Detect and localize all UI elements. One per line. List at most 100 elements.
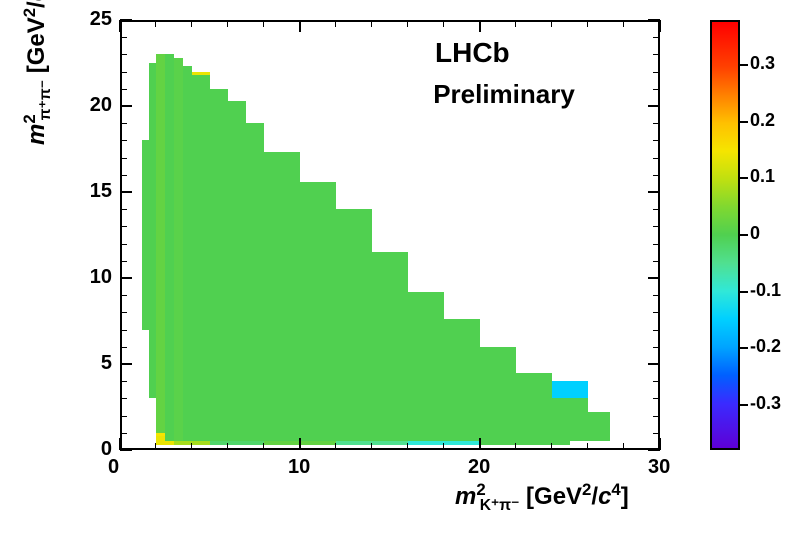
- heatmap-cell: [372, 252, 408, 441]
- colorbar-tick-label: 0: [750, 223, 760, 244]
- x-minor-tick-top: [263, 20, 264, 27]
- heatmap-cell: [588, 412, 610, 441]
- heatmap-cell: [156, 54, 165, 432]
- x-minor-tick: [227, 443, 228, 450]
- y-tick-label: 20: [90, 94, 112, 117]
- y-minor-tick: [120, 123, 127, 124]
- heatmap-cell: [183, 66, 192, 441]
- x-tick-label: 20: [468, 456, 490, 479]
- y-tick-right: [648, 105, 660, 107]
- y-tick-label: 0: [101, 438, 112, 461]
- y-minor-tick-right: [653, 381, 660, 382]
- heatmap-cell: [210, 89, 228, 442]
- x-minor-tick: [551, 443, 552, 450]
- y-minor-tick: [120, 89, 127, 90]
- heatmap-cell: [300, 182, 336, 442]
- x-minor-tick-top: [443, 20, 444, 27]
- heatmap-cell: [192, 75, 210, 441]
- annotation-text: LHCb: [435, 37, 510, 69]
- y-minor-tick-right: [653, 89, 660, 90]
- x-minor-tick: [623, 443, 624, 450]
- y-minor-tick: [120, 347, 127, 348]
- y-minor-tick: [120, 433, 127, 434]
- y-minor-tick-right: [653, 416, 660, 417]
- y-minor-tick: [120, 381, 127, 382]
- y-minor-tick: [120, 244, 127, 245]
- y-minor-tick-right: [653, 123, 660, 124]
- heatmap-cell: [480, 347, 516, 442]
- x-tick: [479, 438, 481, 450]
- colorbar-tick-label: -0.3: [750, 393, 781, 414]
- colorbar-tick-label: 0.1: [750, 166, 775, 187]
- x-minor-tick-top: [335, 20, 336, 27]
- y-minor-tick: [120, 158, 127, 159]
- y-minor-tick-right: [653, 209, 660, 210]
- x-minor-tick-top: [623, 20, 624, 27]
- y-tick: [120, 449, 132, 451]
- y-tick-right: [648, 277, 660, 279]
- y-minor-tick-right: [653, 140, 660, 141]
- heatmap-cell: [246, 123, 264, 441]
- y-minor-tick: [120, 37, 127, 38]
- y-tick-label: 25: [90, 8, 112, 31]
- colorbar-tick-label: 0.3: [750, 53, 775, 74]
- y-tick-right: [648, 19, 660, 21]
- heatmap-cell: [149, 63, 156, 398]
- y-tick: [120, 363, 132, 365]
- heatmap-cell: [264, 152, 300, 441]
- x-minor-tick: [515, 443, 516, 450]
- x-minor-tick: [371, 443, 372, 450]
- y-minor-tick-right: [653, 226, 660, 227]
- colorbar-tick: [740, 347, 748, 349]
- x-minor-tick-top: [371, 20, 372, 27]
- x-minor-tick-top: [587, 20, 588, 27]
- y-minor-tick-right: [653, 175, 660, 176]
- colorbar-tick-label: -0.2: [750, 336, 781, 357]
- colorbar-tick: [740, 177, 748, 179]
- y-minor-tick-right: [653, 261, 660, 262]
- y-minor-tick-right: [653, 295, 660, 296]
- heatmap-cell: [408, 292, 444, 442]
- y-tick-label: 5: [101, 352, 112, 375]
- x-tick-top: [479, 20, 481, 32]
- y-tick-label: 15: [90, 180, 112, 203]
- y-minor-tick: [120, 72, 127, 73]
- colorbar-tick: [740, 234, 748, 236]
- y-tick-right: [648, 191, 660, 193]
- x-minor-tick: [587, 443, 588, 450]
- y-axis-title: m2π⁺π⁻ [GeV2/c4]: [20, 0, 55, 145]
- x-minor-tick-top: [551, 20, 552, 27]
- axis-line: [658, 20, 660, 450]
- colorbar-tick: [740, 291, 748, 293]
- x-tick-top: [659, 20, 661, 32]
- heatmap-cell: [165, 54, 174, 441]
- y-minor-tick: [120, 140, 127, 141]
- heatmap-cell: [444, 319, 480, 441]
- y-minor-tick-right: [653, 347, 660, 348]
- x-minor-tick: [443, 443, 444, 450]
- heatmap-cell: [552, 398, 588, 441]
- y-tick: [120, 277, 132, 279]
- x-tick-top: [299, 20, 301, 32]
- x-minor-tick: [155, 443, 156, 450]
- heatmap-cell: [174, 58, 183, 442]
- x-tick-top: [119, 20, 121, 32]
- y-minor-tick-right: [653, 72, 660, 73]
- y-tick-right: [648, 449, 660, 451]
- heatmap-cell: [142, 140, 149, 329]
- y-minor-tick-right: [653, 37, 660, 38]
- y-tick-label: 10: [90, 266, 112, 289]
- y-tick: [120, 19, 132, 21]
- x-minor-tick: [407, 443, 408, 450]
- y-minor-tick: [120, 54, 127, 55]
- y-minor-tick: [120, 312, 127, 313]
- x-tick-label: 30: [648, 456, 670, 479]
- y-minor-tick: [120, 416, 127, 417]
- x-tick: [299, 438, 301, 450]
- y-minor-tick: [120, 209, 127, 210]
- y-tick: [120, 191, 132, 193]
- y-minor-tick-right: [653, 54, 660, 55]
- colorbar-tick: [740, 64, 748, 66]
- y-tick: [120, 105, 132, 107]
- colorbar-tick: [740, 121, 748, 123]
